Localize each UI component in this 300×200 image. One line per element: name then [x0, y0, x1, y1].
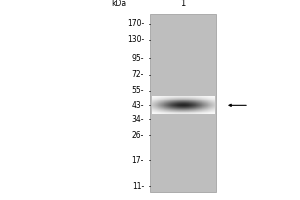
- Text: 1: 1: [180, 0, 186, 8]
- Text: 26-: 26-: [132, 131, 144, 140]
- Text: 55-: 55-: [131, 86, 144, 95]
- Text: 72-: 72-: [132, 70, 144, 79]
- Text: 11-: 11-: [132, 182, 144, 191]
- Text: 95-: 95-: [131, 54, 144, 63]
- Text: 17-: 17-: [132, 156, 144, 165]
- Text: 130-: 130-: [127, 35, 144, 44]
- Text: 43-: 43-: [131, 101, 144, 110]
- Text: 170-: 170-: [127, 19, 144, 28]
- Text: kDa: kDa: [111, 0, 126, 8]
- Text: 34-: 34-: [131, 115, 144, 124]
